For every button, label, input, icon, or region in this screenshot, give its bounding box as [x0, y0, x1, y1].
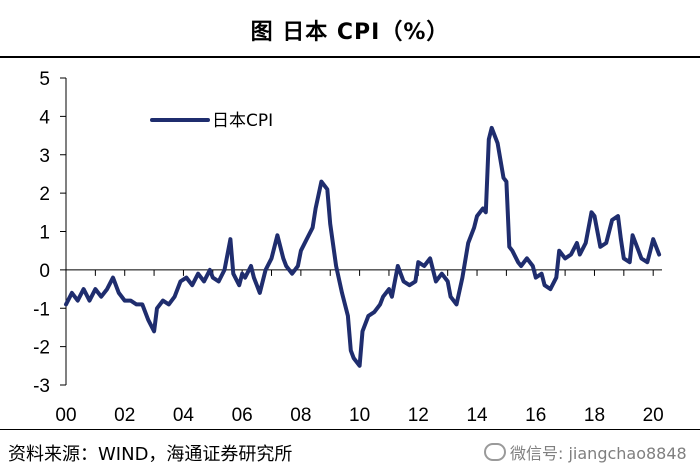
x-tick-label: 20: [643, 405, 664, 426]
x-tick-label: 02: [114, 405, 135, 426]
y-tick-label: -1: [33, 299, 50, 320]
series-layer: [64, 125, 662, 368]
y-tick-label: 3: [39, 146, 50, 167]
x-tick-label: 04: [173, 405, 195, 426]
watermark-text: 微信号: jiangchao8848: [510, 444, 687, 463]
y-tick-label: 1: [39, 223, 50, 244]
y-tick-label: -2: [33, 338, 50, 359]
x-tick-label: 06: [232, 405, 253, 426]
x-axis: 00 02 04 06 08 10 12 14 16 18 20: [55, 269, 664, 426]
footer-divider: [0, 429, 700, 430]
x-tick-label: 12: [408, 405, 429, 426]
x-tick-label: 16: [525, 405, 546, 426]
y-tick-label: 2: [39, 184, 50, 205]
y-tick-label: 4: [39, 107, 50, 128]
legend-label: 日本CPI: [212, 111, 273, 131]
series-line-0: [64, 125, 662, 368]
y-tick-label: 0: [39, 261, 50, 282]
x-tick-label: 08: [290, 405, 311, 426]
watermark: 微信号: jiangchao8848: [484, 440, 687, 464]
y-axis: 5 4 3 2 1 0 -1 -2 -3: [33, 69, 67, 397]
chart-title: 图 日本 CPI（%）: [250, 20, 450, 45]
y-tick-label: 5: [39, 69, 50, 90]
source-note: 资料来源：WIND，海通证券研究所: [8, 444, 293, 465]
x-tick-label: 10: [349, 405, 370, 426]
y-tick-label: -3: [33, 376, 50, 397]
chart-title-bar: 图 日本 CPI（%）: [0, 0, 700, 58]
wechat-icon: [484, 443, 506, 461]
x-tick-label: 00: [55, 405, 76, 426]
x-tick-label: 14: [466, 405, 488, 426]
x-tick-label: 18: [584, 405, 605, 426]
legend: 日本CPI: [150, 111, 273, 131]
